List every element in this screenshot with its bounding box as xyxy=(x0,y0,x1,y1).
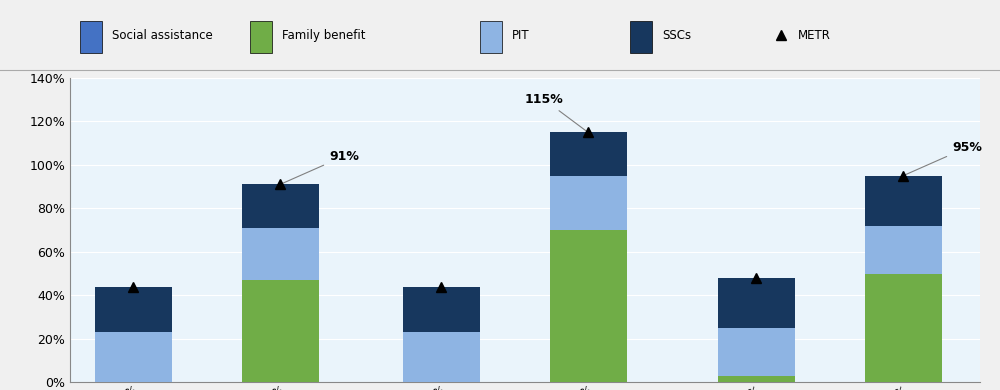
FancyBboxPatch shape xyxy=(630,21,652,53)
Bar xyxy=(550,132,626,176)
Bar xyxy=(403,287,480,332)
Bar xyxy=(718,376,794,382)
Bar xyxy=(864,226,942,273)
Bar xyxy=(864,273,942,382)
FancyBboxPatch shape xyxy=(250,21,272,53)
Bar xyxy=(718,278,794,328)
Bar xyxy=(403,332,480,382)
Text: 95%: 95% xyxy=(906,141,982,175)
Bar xyxy=(718,328,794,376)
Bar xyxy=(242,280,318,382)
Bar xyxy=(242,184,318,228)
Text: METR: METR xyxy=(798,28,831,42)
FancyBboxPatch shape xyxy=(80,21,102,53)
Bar xyxy=(864,176,942,226)
Bar xyxy=(94,332,172,382)
Text: 91%: 91% xyxy=(283,150,359,183)
Text: PIT: PIT xyxy=(512,28,530,42)
Text: SSCs: SSCs xyxy=(662,28,691,42)
FancyBboxPatch shape xyxy=(480,21,502,53)
Text: Social assistance: Social assistance xyxy=(112,28,213,42)
Text: Family benefit: Family benefit xyxy=(282,28,366,42)
Bar xyxy=(94,287,172,332)
Bar xyxy=(242,228,318,280)
Text: 115%: 115% xyxy=(525,93,586,131)
Bar xyxy=(550,230,626,382)
Bar xyxy=(550,176,626,230)
